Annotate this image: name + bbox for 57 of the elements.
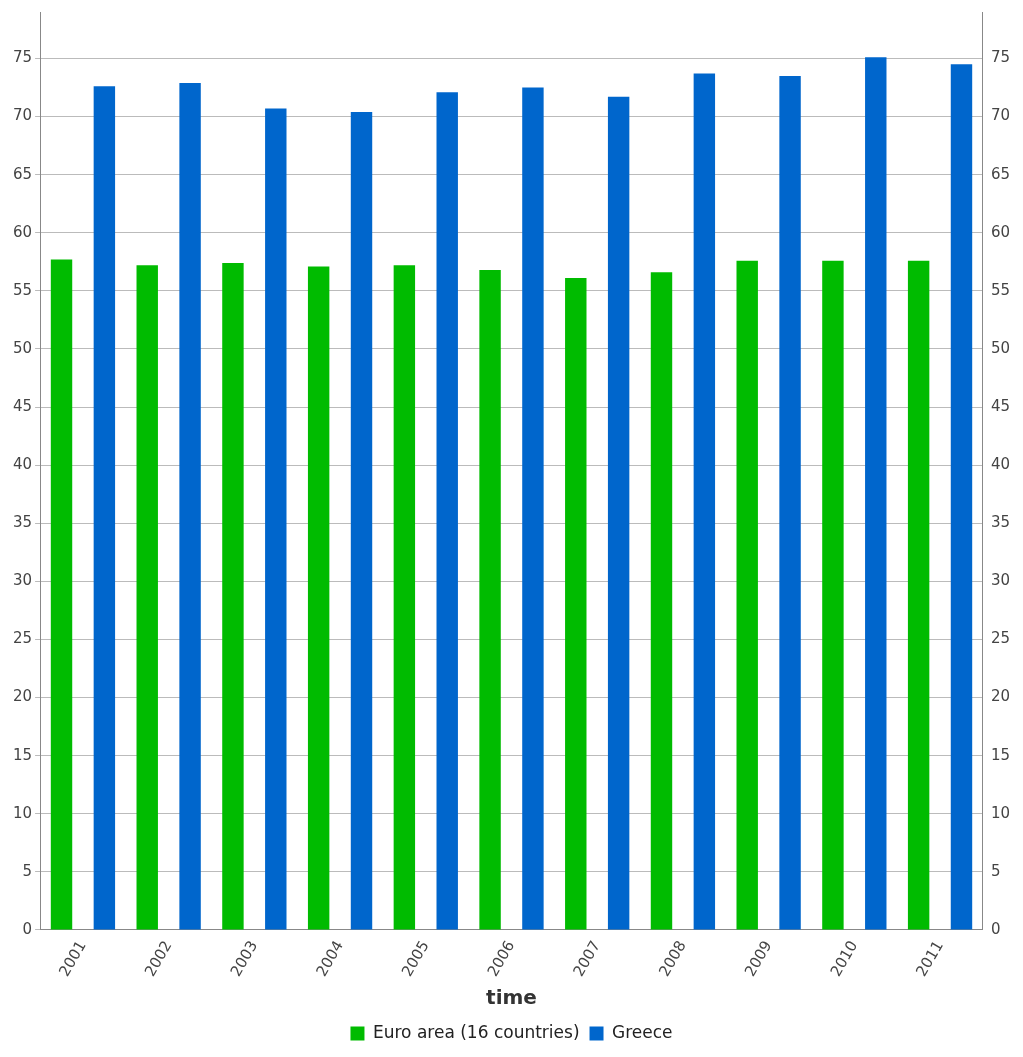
bar	[607, 96, 630, 930]
bar	[865, 57, 887, 930]
y-tick-label: 75	[12, 48, 33, 67]
y2-tick-label: 65	[990, 164, 1011, 183]
y2-tick-label: 0	[990, 919, 1001, 938]
y-tick-label: 20	[12, 687, 33, 706]
y2-tick-label: 15	[990, 745, 1011, 764]
bar	[222, 262, 244, 930]
y2-tick-label: 5	[990, 861, 1001, 880]
y-tick-label: 55	[12, 280, 33, 299]
bar	[779, 75, 801, 930]
y2-tick-label: 70	[990, 106, 1011, 125]
x-axis-title: time	[486, 985, 537, 1010]
y2-tick-label: 55	[990, 280, 1011, 299]
y2-tick-label: 25	[990, 629, 1011, 648]
bar	[307, 266, 330, 930]
bar	[522, 87, 544, 930]
bar	[736, 260, 758, 930]
y2-tick-label: 60	[990, 222, 1011, 241]
bar	[50, 259, 73, 930]
bar	[479, 269, 501, 930]
y-tick-label: 25	[12, 629, 33, 648]
bar	[136, 265, 158, 930]
bar	[179, 82, 201, 930]
legend-label: Euro area (16 countries)	[372, 1021, 580, 1042]
bar	[565, 278, 587, 930]
bar	[93, 86, 116, 930]
y-tick-label: 50	[12, 338, 33, 357]
bar	[436, 92, 458, 930]
y2-tick-label: 35	[990, 513, 1011, 532]
y2-tick-label: 10	[990, 803, 1011, 822]
y-tick-label: 15	[12, 745, 33, 764]
y-tick-label: 40	[12, 455, 33, 474]
bar	[350, 111, 373, 930]
bar	[693, 73, 716, 930]
bar	[265, 108, 287, 930]
y2-tick-label: 30	[990, 571, 1011, 590]
bar	[650, 272, 673, 930]
y-tick-label: 10	[12, 803, 33, 822]
y2-tick-label: 40	[990, 455, 1011, 474]
y-tick-label: 70	[12, 106, 33, 125]
y-tick-label: 60	[12, 222, 33, 241]
y-tick-label: 30	[12, 571, 33, 590]
bar	[822, 260, 844, 930]
y-tick-label: 45	[12, 396, 33, 415]
bar	[950, 64, 973, 930]
bar	[393, 265, 416, 930]
y-tick-label: 5	[22, 861, 33, 880]
bar	[907, 260, 930, 930]
legend-label: Greece	[612, 1021, 673, 1042]
y2-tick-label: 20	[990, 687, 1011, 706]
y2-tick-label: 50	[990, 338, 1011, 357]
y-tick-label: 65	[12, 164, 33, 183]
y-tick-label: 0	[22, 919, 33, 938]
y-tick-label: 35	[12, 513, 33, 532]
y2-tick-label: 45	[990, 396, 1011, 415]
y2-tick-label: 75	[990, 48, 1011, 67]
